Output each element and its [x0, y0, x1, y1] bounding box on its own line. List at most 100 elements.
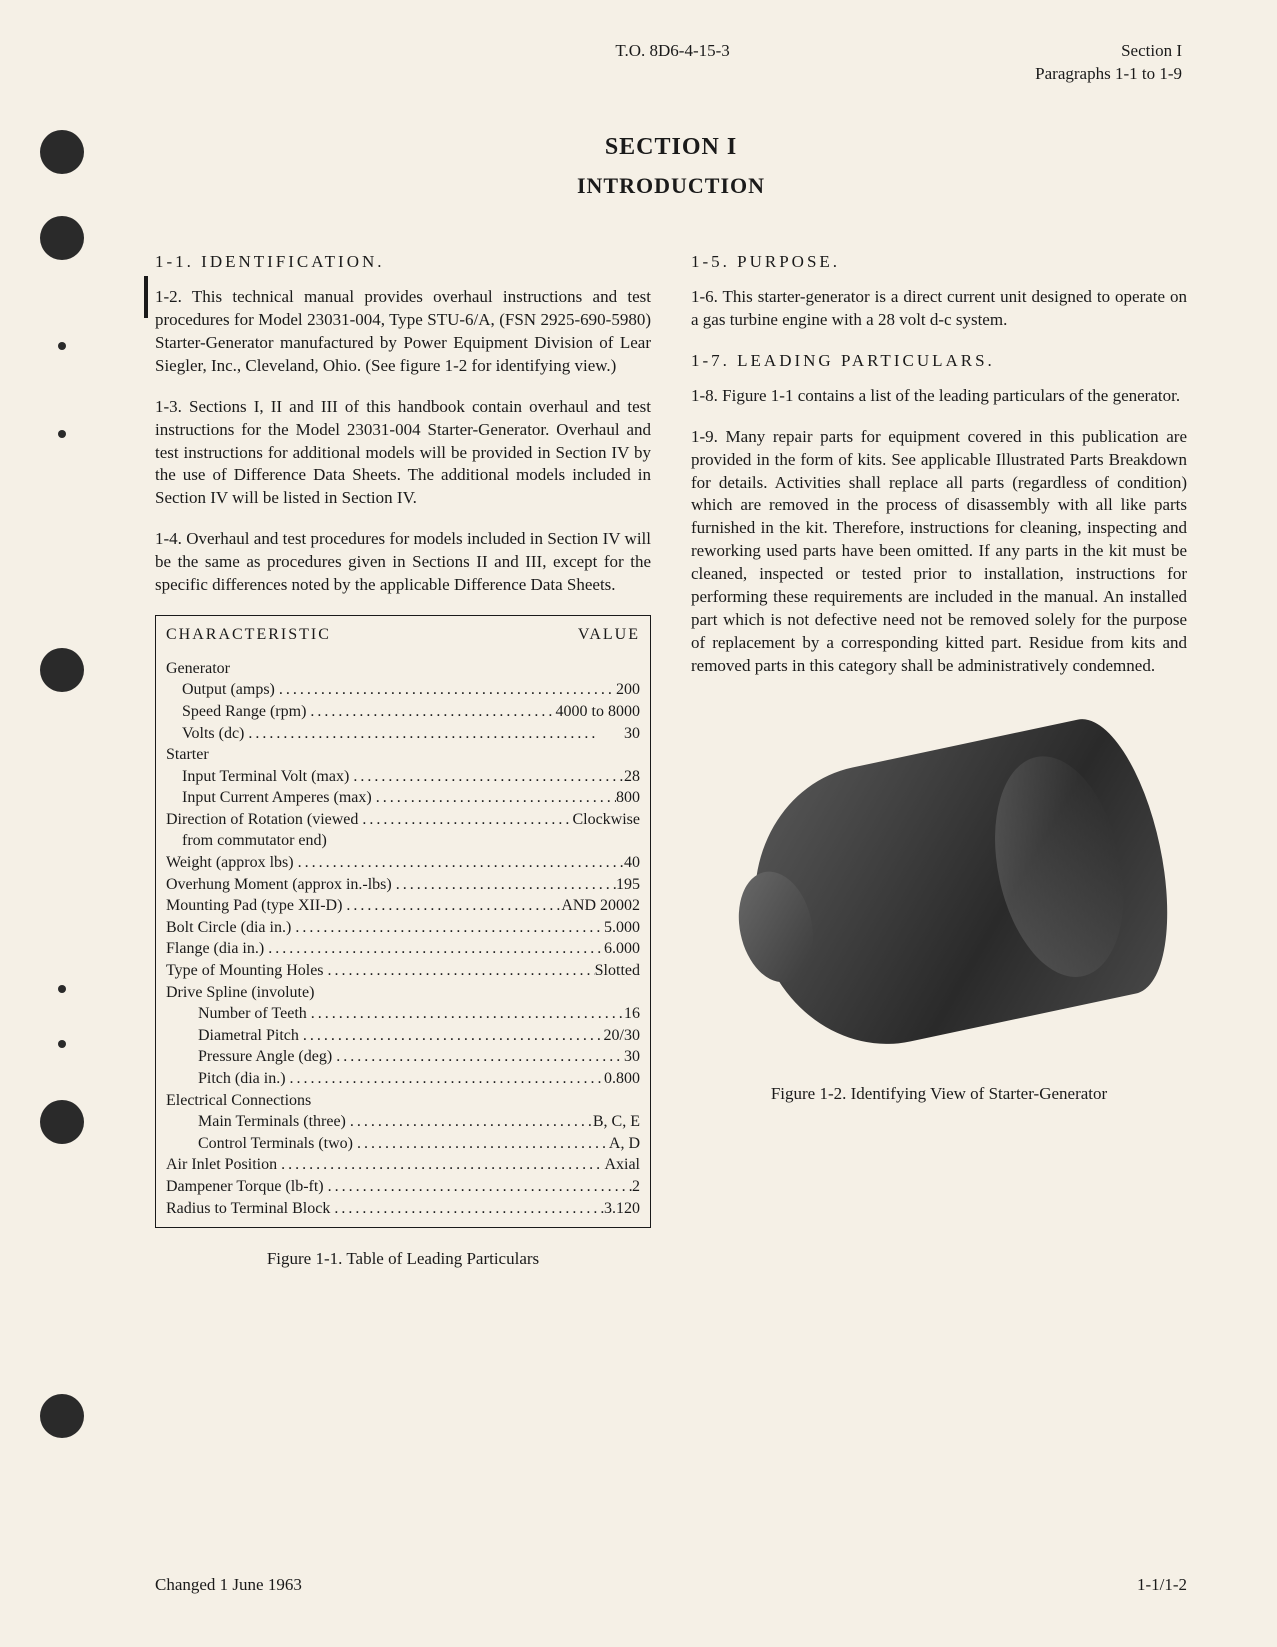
table-dots: ........................................…: [372, 787, 616, 809]
table-label: Mounting Pad (type XII-D): [166, 895, 342, 917]
table-value: 28: [624, 766, 640, 788]
table-value: 16: [624, 1003, 640, 1025]
table-dots: ........................................…: [244, 723, 624, 745]
dot: [58, 430, 66, 438]
table-dots: ........................................…: [324, 1176, 632, 1198]
table-value: B, C, E: [593, 1111, 640, 1133]
characteristics-table: CHARACTERISTIC VALUE GeneratorOutput (am…: [155, 615, 651, 1228]
table-value: 195: [616, 874, 640, 896]
table-value: AND 20002: [561, 895, 640, 917]
table-label: Bolt Circle (dia in.): [166, 917, 291, 939]
paragraph-1-4: 1-4. Overhaul and test procedures for mo…: [155, 528, 651, 597]
table-value: Slotted: [595, 960, 640, 982]
table-dots: ........................................…: [342, 895, 561, 917]
table-row: Number of Teeth.........................…: [166, 1003, 640, 1025]
table-row: Direction of Rotation (viewed...........…: [166, 809, 640, 831]
table-label: Generator: [166, 658, 230, 680]
table-label: Dampener Torque (lb-ft): [166, 1176, 324, 1198]
table-dots: ........................................…: [275, 679, 616, 701]
table-dots: ........................................…: [349, 766, 624, 788]
table-value: 6.000: [604, 938, 640, 960]
table-row: Weight (approx lbs).....................…: [166, 852, 640, 874]
table-row: Input Terminal Volt (max)...............…: [166, 766, 640, 788]
table-value: 5.000: [604, 917, 640, 939]
table-row: Input Current Amperes (max).............…: [166, 787, 640, 809]
table-label: Control Terminals (two): [166, 1133, 353, 1155]
table-value: 3.120: [604, 1198, 640, 1220]
table-dots: ........................................…: [332, 1046, 624, 1068]
table-label: Weight (approx lbs): [166, 852, 294, 874]
hole: [40, 216, 84, 260]
table-label: from commutator end): [166, 830, 327, 852]
table-value: 4000 to 8000: [556, 701, 640, 723]
table-row: Diametral Pitch.........................…: [166, 1025, 640, 1047]
table-row: Type of Mounting Holes..................…: [166, 960, 640, 982]
table-row: Volts (dc)..............................…: [166, 723, 640, 745]
table-label: Number of Teeth: [166, 1003, 307, 1025]
table-dots: ........................................…: [324, 960, 595, 982]
table-value: 800: [616, 787, 640, 809]
heading-leading-particulars: 1-7. LEADING PARTICULARS.: [691, 350, 1187, 373]
hole: [40, 1394, 84, 1438]
table-value: 30: [624, 1046, 640, 1068]
header-paragraphs: Paragraphs 1-1 to 1-9: [1035, 63, 1182, 86]
table-label: Output (amps): [166, 679, 275, 701]
section-subtitle: INTRODUCTION: [155, 171, 1187, 201]
table-dots: ........................................…: [306, 701, 555, 723]
page-header: T.O. 8D6-4-15-3 Section I Paragraphs 1-1…: [155, 40, 1187, 86]
table-label: Starter: [166, 744, 209, 766]
section-title: SECTION I: [155, 131, 1187, 163]
dot: [58, 985, 66, 993]
table-header: CHARACTERISTIC VALUE: [166, 624, 640, 646]
figure-2-caption: Figure 1-2. Identifying View of Starter-…: [691, 1083, 1187, 1106]
footer-page: 1-1/1-2: [1137, 1574, 1187, 1597]
table-dots: ........................................…: [346, 1111, 593, 1133]
figure-2-image-wrapper: [691, 748, 1187, 1028]
dot: [58, 342, 66, 350]
hole: [40, 130, 84, 174]
table-label: Air Inlet Position: [166, 1154, 277, 1176]
table-header-left: CHARACTERISTIC: [166, 624, 331, 646]
table-row: Drive Spline (involute): [166, 982, 640, 1004]
table-row: Radius to Terminal Block................…: [166, 1198, 640, 1220]
table-dots: ........................................…: [353, 1133, 609, 1155]
table-row: Pitch (dia in.).........................…: [166, 1068, 640, 1090]
table-label: Input Terminal Volt (max): [166, 766, 349, 788]
table-value: Axial: [604, 1154, 640, 1176]
table-value: 0.800: [604, 1068, 640, 1090]
left-column: 1-1. IDENTIFICATION. 1-2. This technical…: [155, 251, 651, 1271]
table-label: Pitch (dia in.): [166, 1068, 286, 1090]
table-row: Mounting Pad (type XII-D)...............…: [166, 895, 640, 917]
table-label: Drive Spline (involute): [166, 982, 314, 1004]
header-section: Section I: [1035, 40, 1182, 63]
to-number: T.O. 8D6-4-15-3: [615, 41, 729, 60]
table-value: Clockwise: [572, 809, 640, 831]
table-row: Generator: [166, 658, 640, 680]
table-label: Type of Mounting Holes: [166, 960, 324, 982]
table-label: Overhung Moment (approx in.-lbs): [166, 874, 392, 896]
table-row: Control Terminals (two).................…: [166, 1133, 640, 1155]
table-body: GeneratorOutput (amps)..................…: [166, 658, 640, 1219]
table-dots: ........................................…: [294, 852, 624, 874]
table-dots: ........................................…: [291, 917, 604, 939]
table-label: Radius to Terminal Block: [166, 1198, 330, 1220]
table-label: Input Current Amperes (max): [166, 787, 372, 809]
table-label: Pressure Angle (deg): [166, 1046, 332, 1068]
paragraph-1-2: 1-2. This technical manual provides over…: [155, 286, 651, 378]
table-value: 20/30: [604, 1025, 640, 1047]
table-dots: ........................................…: [307, 1003, 624, 1025]
table-value: 200: [616, 679, 640, 701]
table-dots: ........................................…: [299, 1025, 604, 1047]
table-row: Output (amps)...........................…: [166, 679, 640, 701]
table-dots: ........................................…: [277, 1154, 604, 1176]
hole: [40, 1100, 84, 1144]
right-column: 1-5. PURPOSE. 1-6. This starter-generato…: [691, 251, 1187, 1271]
table-dots: ........................................…: [330, 1198, 604, 1220]
table-value: A, D: [609, 1133, 640, 1155]
table-row: Dampener Torque (lb-ft).................…: [166, 1176, 640, 1198]
paragraph-1-9: 1-9. Many repair parts for equipment cov…: [691, 426, 1187, 678]
footer-date: Changed 1 June 1963: [155, 1574, 302, 1597]
table-row: Starter: [166, 744, 640, 766]
heading-purpose: 1-5. PURPOSE.: [691, 251, 1187, 274]
table-dots: ........................................…: [392, 874, 616, 896]
